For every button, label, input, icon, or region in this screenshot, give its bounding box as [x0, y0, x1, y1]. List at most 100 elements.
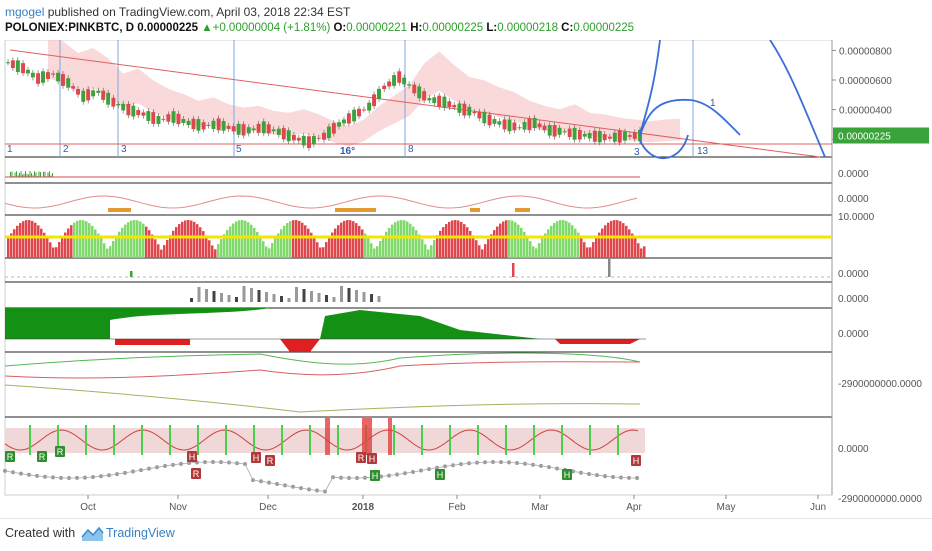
histogram-bar: [370, 243, 373, 258]
candle: [66, 78, 71, 88]
candle: [256, 123, 261, 133]
histogram-bar: [265, 246, 268, 258]
close-label: C:: [561, 22, 574, 34]
histogram-bar: [175, 227, 178, 258]
candle: [186, 120, 191, 126]
publish-text: published on TradingView.com, April 03, …: [44, 5, 351, 19]
oscillator-line: [4, 195, 638, 209]
histogram-bar: [343, 220, 346, 258]
volume-bar: [190, 298, 193, 302]
histogram-bar: [97, 233, 100, 258]
candle: [226, 125, 231, 129]
candle: [482, 111, 487, 124]
candle: [442, 96, 447, 108]
histogram-bar: [250, 224, 253, 258]
author-link[interactable]: mgogel: [5, 5, 45, 19]
histogram-bar: [313, 237, 316, 258]
candle: [246, 127, 251, 134]
signal-highlight: [335, 208, 376, 212]
candle: [251, 128, 256, 131]
projection-path-right: [769, 40, 826, 158]
signal-marker: [370, 470, 380, 481]
candle: [512, 122, 517, 131]
candle: [41, 71, 45, 83]
histogram-bar: [202, 231, 205, 258]
candle: [322, 132, 326, 140]
dot-marker: [3, 468, 7, 473]
open-label: O:: [333, 22, 347, 34]
histogram-bar: [340, 222, 343, 258]
histogram-bar: [379, 241, 382, 258]
signal-marker-label: H: [369, 454, 376, 464]
histogram-bar: [229, 226, 232, 258]
wave-count-label: 3: [121, 144, 127, 155]
candle: [352, 109, 357, 122]
volume-bar: [205, 289, 208, 302]
projection-path-upper: [639, 40, 741, 137]
histogram-bar: [382, 236, 385, 258]
histogram-bar: [316, 242, 319, 258]
symbol-label[interactable]: POLONIEX:PINKBTC, D: [5, 22, 135, 34]
projection-path-lower: [639, 134, 689, 160]
histogram-bar: [493, 230, 496, 258]
main-price-pane[interactable]: [5, 40, 832, 158]
histogram-bar: [16, 225, 19, 258]
price-change: +0.00000004 (+1.81%): [212, 22, 331, 34]
wave-count-label: 2: [63, 144, 69, 155]
candle: [181, 118, 186, 123]
histogram-bar: [577, 232, 580, 258]
time-tick-label: Apr: [626, 502, 642, 513]
price-tick-label: 0.00000600: [839, 76, 892, 87]
signal-marker-label: H: [189, 452, 196, 462]
histogram-bar: [70, 225, 73, 258]
histogram-bar: [55, 247, 58, 258]
histogram-bar: [505, 220, 508, 258]
histogram-bar: [508, 220, 511, 258]
volume-bar: [280, 296, 283, 302]
candle: [361, 109, 366, 111]
histogram-bar: [241, 220, 244, 258]
histogram-bar: [460, 221, 463, 258]
histogram-bar: [43, 232, 46, 258]
histogram-bar: [136, 220, 139, 258]
histogram-bar: [286, 223, 289, 258]
signal-marker-label: R: [7, 452, 14, 462]
candle: [517, 127, 522, 129]
signal-marker-label: H: [372, 471, 379, 481]
histogram-bar: [448, 221, 451, 258]
histogram-bar: [574, 228, 577, 258]
indicator-line: [4, 361, 641, 379]
price-axis[interactable]: 0.000008000.000006000.000004000.00000200…: [832, 46, 929, 505]
histogram-bar: [244, 220, 247, 258]
candle: [231, 126, 236, 132]
histogram-bar: [451, 220, 454, 258]
candle: [71, 86, 76, 89]
volume-bar: [242, 286, 246, 302]
histogram-bar: [358, 225, 361, 258]
time-axis[interactable]: Oct Nov Dec 2018 Feb Mar Apr May Jun: [80, 495, 826, 513]
signal-marker: [191, 468, 201, 479]
histogram-bar: [487, 239, 490, 258]
candle: [196, 119, 201, 131]
histogram-bar: [376, 246, 379, 258]
histogram-bar: [619, 221, 622, 258]
tradingview-link[interactable]: TradingView: [106, 526, 175, 540]
histogram-bar: [595, 237, 598, 258]
candle: [266, 124, 271, 134]
candle: [587, 133, 592, 139]
signal-marker: [265, 455, 275, 466]
volume-bar: [340, 286, 343, 302]
signal-marker-label: H: [564, 470, 571, 480]
histogram-bar: [100, 238, 103, 258]
candle: [542, 125, 547, 131]
histogram-bar: [424, 244, 427, 258]
candle: [397, 71, 402, 83]
tradingview-logo-icon[interactable]: [80, 524, 104, 544]
wave-count-label: 8: [408, 144, 414, 155]
candle: [617, 130, 622, 143]
indicator-line: [4, 352, 641, 367]
candle: [15, 60, 20, 73]
candle: [286, 130, 291, 142]
histogram-bar: [499, 223, 502, 258]
